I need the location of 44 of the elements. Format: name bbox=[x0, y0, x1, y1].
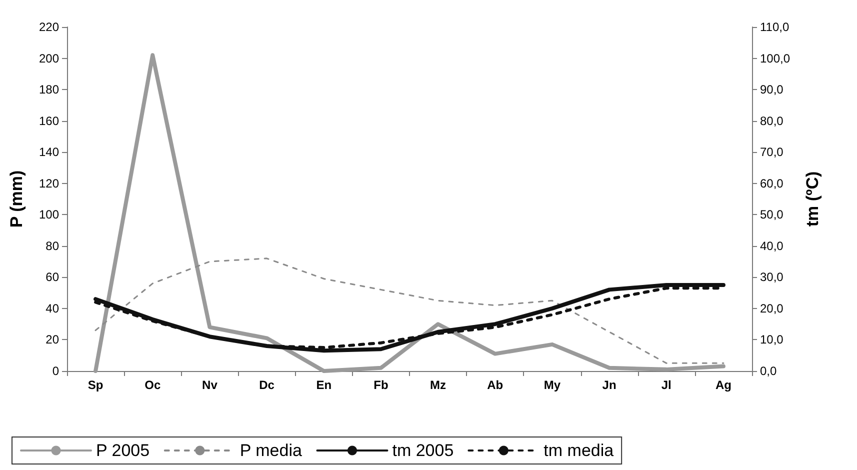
y2-tick-label: 60,0 bbox=[760, 176, 784, 190]
x-tick-label: Ag bbox=[715, 378, 732, 392]
y2-tick-label: 90,0 bbox=[760, 82, 784, 97]
y2-tick-label: 110,0 bbox=[760, 20, 790, 34]
y2-axis-title: tm (ºC) bbox=[803, 171, 822, 227]
line-series bbox=[94, 258, 724, 364]
line-series bbox=[94, 53, 726, 373]
x-tick-label: Jl bbox=[661, 378, 672, 392]
y-tick-label: 120 bbox=[38, 176, 60, 190]
x-tick-label: Oc bbox=[144, 378, 161, 392]
x-tick-label: Jn bbox=[602, 378, 616, 392]
legend-label: P media bbox=[240, 441, 302, 460]
legend-label: tm media bbox=[544, 441, 614, 460]
y-tick-label: 160 bbox=[38, 114, 60, 128]
x-tick-label: Nv bbox=[202, 378, 218, 392]
y-tick-label: 40 bbox=[46, 301, 60, 316]
x-tick-label: Mz bbox=[430, 378, 446, 392]
y2-tick-label: 20,0 bbox=[760, 301, 784, 316]
x-tick-label: En bbox=[316, 378, 332, 392]
x-tick-label: Fb bbox=[374, 378, 388, 392]
y-tick-label: 100 bbox=[38, 208, 60, 222]
x-tick-label: Dc bbox=[259, 378, 275, 392]
y2-tick-label: 30,0 bbox=[760, 270, 784, 284]
y-tick-label: 20 bbox=[46, 332, 60, 347]
y-tick-label: 0 bbox=[52, 364, 60, 378]
y2-tick-label: 80,0 bbox=[760, 114, 784, 128]
y-axis-title: P (mm) bbox=[7, 170, 26, 228]
x-tick-label: Sp bbox=[88, 378, 104, 392]
y2-tick-label: 40,0 bbox=[760, 238, 784, 253]
y2-tick-label: 50,0 bbox=[760, 208, 784, 222]
y2-tick-label: 70,0 bbox=[760, 145, 784, 160]
legend-label: tm 2005 bbox=[392, 441, 454, 460]
y-tick-label: 200 bbox=[38, 51, 60, 66]
y2-tick-label: 0,0 bbox=[760, 364, 778, 378]
y-tick-label: 60 bbox=[46, 270, 60, 284]
y-tick-label: 180 bbox=[38, 82, 60, 97]
x-tick-label: My bbox=[544, 378, 561, 392]
y-tick-label: 80 bbox=[46, 238, 60, 253]
y2-tick-label: 100,0 bbox=[760, 51, 790, 66]
legend-label: P 2005 bbox=[96, 441, 150, 460]
y-tick-label: 220 bbox=[38, 20, 60, 34]
y-tick-label: 140 bbox=[38, 145, 60, 160]
y2-tick-label: 10,0 bbox=[760, 332, 784, 347]
x-tick-label: Ab bbox=[487, 378, 504, 392]
